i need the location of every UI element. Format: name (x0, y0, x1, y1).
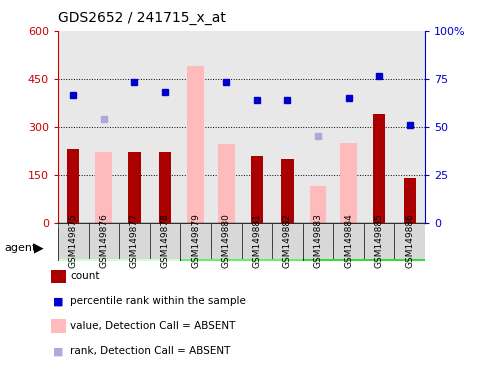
Text: ▶: ▶ (34, 241, 43, 254)
Text: rank, Detection Call = ABSENT: rank, Detection Call = ABSENT (70, 346, 230, 356)
Bar (373, 114, 385, 223)
Text: count: count (70, 271, 99, 281)
FancyBboxPatch shape (303, 228, 425, 261)
Bar (340, 143, 357, 223)
FancyBboxPatch shape (180, 223, 211, 259)
Bar (281, 159, 294, 223)
Text: GSM149876: GSM149876 (99, 214, 108, 268)
FancyBboxPatch shape (333, 223, 364, 259)
FancyBboxPatch shape (272, 223, 303, 259)
Bar (404, 178, 416, 223)
Text: GSM149881: GSM149881 (252, 214, 261, 268)
FancyBboxPatch shape (364, 223, 395, 259)
Text: GSM149882: GSM149882 (283, 214, 292, 268)
Bar (128, 152, 141, 223)
Text: ■: ■ (53, 346, 64, 356)
Text: value, Detection Call = ABSENT: value, Detection Call = ABSENT (70, 321, 235, 331)
Text: GDS2652 / 241715_x_at: GDS2652 / 241715_x_at (58, 11, 226, 25)
FancyBboxPatch shape (58, 228, 180, 261)
Bar (187, 66, 204, 223)
FancyBboxPatch shape (150, 223, 180, 259)
Bar (96, 152, 112, 223)
Bar (67, 149, 79, 223)
FancyBboxPatch shape (58, 223, 88, 259)
Text: agent: agent (5, 243, 37, 253)
Text: ■: ■ (53, 296, 64, 306)
Bar (159, 152, 171, 223)
Text: percentile rank within the sample: percentile rank within the sample (70, 296, 246, 306)
FancyBboxPatch shape (180, 228, 303, 261)
Text: GSM149886: GSM149886 (405, 214, 414, 268)
FancyBboxPatch shape (242, 223, 272, 259)
Text: GSM149878: GSM149878 (160, 214, 170, 268)
Text: GSM149884: GSM149884 (344, 214, 353, 268)
Text: control: control (100, 240, 139, 250)
Text: ARA and high DHA: ARA and high DHA (313, 240, 415, 250)
FancyBboxPatch shape (395, 223, 425, 259)
FancyBboxPatch shape (303, 223, 333, 259)
Text: GSM149877: GSM149877 (130, 214, 139, 268)
Text: ARA and low DHA: ARA and low DHA (193, 240, 290, 250)
Text: GSM149880: GSM149880 (222, 214, 231, 268)
Text: GSM149875: GSM149875 (69, 214, 78, 268)
Bar (251, 156, 263, 223)
Text: GSM149885: GSM149885 (375, 214, 384, 268)
FancyBboxPatch shape (119, 223, 150, 259)
FancyBboxPatch shape (211, 223, 242, 259)
Text: GSM149883: GSM149883 (313, 214, 323, 268)
Bar (310, 186, 327, 223)
FancyBboxPatch shape (88, 223, 119, 259)
Text: GSM149879: GSM149879 (191, 214, 200, 268)
Bar (218, 144, 235, 223)
